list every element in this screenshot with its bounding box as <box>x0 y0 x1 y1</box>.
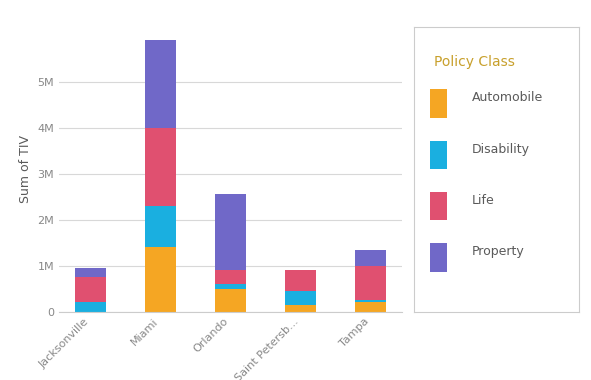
Bar <box>215 289 246 312</box>
Bar <box>285 305 316 312</box>
Bar <box>215 195 246 270</box>
Bar <box>145 247 176 312</box>
Bar <box>145 206 176 247</box>
Bar <box>285 270 316 291</box>
Bar <box>145 128 176 206</box>
Bar <box>355 250 387 266</box>
Text: Property: Property <box>472 245 524 258</box>
Y-axis label: Sum of TIV: Sum of TIV <box>19 135 32 203</box>
Bar <box>74 277 106 302</box>
Bar <box>215 270 246 284</box>
Bar <box>74 302 106 312</box>
Text: Automobile: Automobile <box>472 91 543 105</box>
Bar <box>74 268 106 277</box>
Text: Life: Life <box>472 194 494 207</box>
Bar <box>355 266 387 300</box>
Bar <box>285 291 316 305</box>
Text: Policy Class: Policy Class <box>434 55 514 69</box>
Bar <box>215 284 246 289</box>
Bar <box>145 40 176 128</box>
Bar <box>355 302 387 312</box>
Bar <box>355 300 387 302</box>
Text: Disability: Disability <box>472 142 530 156</box>
